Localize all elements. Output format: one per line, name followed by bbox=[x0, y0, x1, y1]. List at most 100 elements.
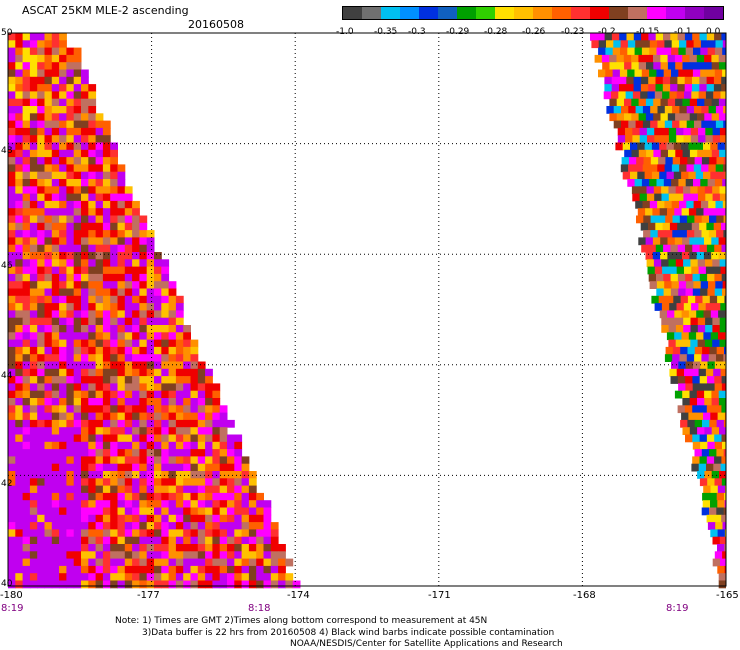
wind-cell bbox=[139, 346, 148, 355]
wind-cell bbox=[654, 91, 663, 100]
wind-cell bbox=[117, 332, 126, 341]
colorbar-segment bbox=[666, 7, 685, 19]
wind-cell bbox=[705, 135, 714, 143]
wind-cell bbox=[88, 120, 97, 129]
wind-cell bbox=[161, 522, 170, 530]
wind-cell bbox=[59, 346, 67, 355]
wind-cell bbox=[682, 390, 690, 399]
wind-cell bbox=[73, 215, 82, 224]
wind-cell bbox=[88, 273, 97, 282]
wind-cell bbox=[606, 40, 614, 49]
wind-cell bbox=[161, 354, 170, 362]
wind-cell bbox=[597, 33, 606, 41]
wind-cell bbox=[37, 273, 45, 282]
wind-cell bbox=[154, 390, 162, 399]
wind-cell bbox=[44, 135, 53, 143]
wind-cell bbox=[22, 544, 31, 552]
wind-cell bbox=[691, 266, 700, 275]
wind-cell bbox=[117, 492, 126, 501]
wind-cell bbox=[88, 405, 97, 414]
wind-cell bbox=[710, 310, 719, 319]
wind-cell bbox=[663, 288, 672, 297]
wind-cell bbox=[88, 149, 97, 158]
wind-cell bbox=[15, 142, 24, 151]
wind-cell bbox=[270, 522, 279, 530]
wind-cell bbox=[132, 259, 140, 268]
wind-cell bbox=[37, 54, 45, 63]
wind-cell bbox=[692, 434, 701, 443]
wind-cell bbox=[701, 215, 710, 224]
wind-cell bbox=[168, 398, 177, 406]
wind-cell bbox=[15, 536, 24, 545]
wind-cell bbox=[124, 325, 133, 333]
wind-cell bbox=[175, 471, 184, 479]
wind-cell bbox=[22, 252, 31, 260]
wind-cell bbox=[697, 317, 706, 326]
wind-cell bbox=[8, 171, 16, 180]
colorbar-label: -0.23 bbox=[561, 27, 585, 37]
wind-cell bbox=[205, 558, 213, 567]
wind-cell bbox=[124, 573, 133, 581]
wind-cell bbox=[689, 390, 698, 399]
wind-cell bbox=[723, 106, 726, 114]
wind-cell bbox=[88, 303, 97, 311]
wind-cell bbox=[619, 69, 628, 78]
wind-cell bbox=[709, 492, 718, 501]
wind-cell bbox=[197, 390, 206, 399]
wind-cell bbox=[59, 405, 67, 414]
wind-cell bbox=[212, 544, 221, 552]
wind-cell bbox=[139, 281, 148, 289]
wind-cell bbox=[689, 149, 698, 158]
wind-cell bbox=[22, 244, 31, 253]
wind-cell bbox=[205, 500, 213, 508]
wind-cell bbox=[205, 573, 213, 581]
wind-cell bbox=[190, 339, 199, 348]
wind-cell bbox=[8, 179, 16, 187]
wind-cell bbox=[616, 54, 625, 63]
wind-cell bbox=[132, 376, 140, 384]
wind-cell bbox=[81, 106, 89, 114]
wind-cell bbox=[168, 449, 177, 457]
wind-cell bbox=[81, 120, 89, 129]
wind-cell bbox=[146, 478, 155, 487]
wind-cell bbox=[722, 47, 726, 56]
wind-cell bbox=[219, 456, 228, 465]
wind-cell bbox=[146, 339, 155, 348]
wind-cell bbox=[66, 193, 75, 202]
x-tick-label: -165 bbox=[716, 590, 739, 601]
wind-cell bbox=[709, 157, 717, 165]
wind-cell bbox=[205, 529, 213, 538]
colorbar-segment bbox=[362, 7, 381, 19]
wind-cell bbox=[117, 405, 126, 414]
wind-cell bbox=[197, 471, 206, 479]
wind-cell bbox=[59, 179, 67, 187]
wind-cell bbox=[168, 478, 177, 487]
wind-cell bbox=[673, 142, 682, 151]
wind-cell bbox=[15, 47, 24, 56]
wind-cell bbox=[8, 230, 16, 238]
wind-cell bbox=[102, 288, 111, 297]
wind-cell bbox=[8, 91, 16, 100]
wind-cell bbox=[102, 551, 111, 560]
wind-cell bbox=[59, 507, 67, 516]
wind-cell bbox=[703, 171, 711, 180]
wind-cell bbox=[699, 84, 708, 92]
wind-cell bbox=[29, 106, 38, 114]
wind-cell bbox=[102, 142, 111, 151]
wind-cell bbox=[667, 310, 675, 319]
wind-cell bbox=[631, 149, 640, 158]
wind-cell bbox=[613, 120, 622, 129]
colorbar-label: -1.0 bbox=[336, 27, 354, 37]
wind-cell bbox=[234, 456, 243, 465]
wind-cell bbox=[139, 273, 148, 282]
wind-cell bbox=[117, 303, 126, 311]
wind-cell bbox=[714, 441, 723, 450]
wind-cell bbox=[44, 193, 53, 202]
wind-cell bbox=[660, 54, 669, 63]
wind-cell bbox=[190, 558, 199, 567]
wind-cell bbox=[219, 485, 228, 494]
y-tick-label: 48 bbox=[1, 146, 13, 156]
wind-cell bbox=[683, 186, 691, 195]
wind-cell bbox=[701, 230, 710, 238]
wind-cell bbox=[15, 98, 24, 107]
